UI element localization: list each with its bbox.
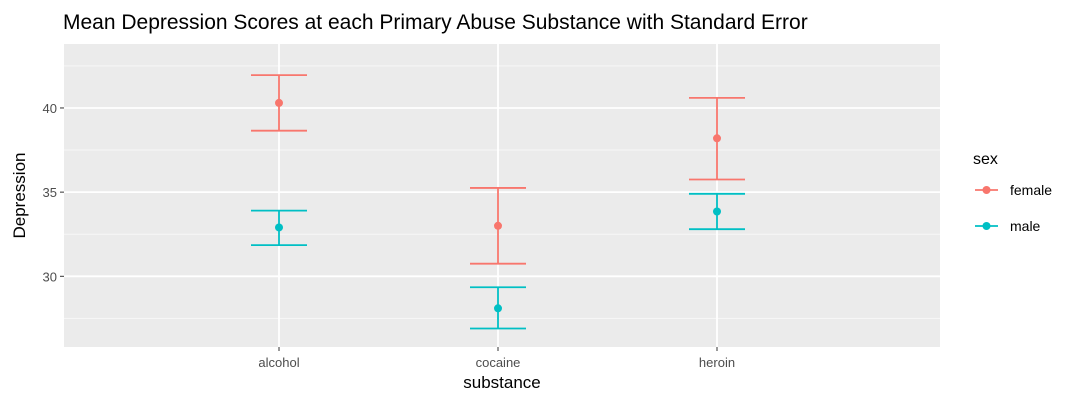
x-axis-title: substance <box>463 373 541 392</box>
legend-key-point <box>982 186 991 194</box>
mean-point-male-cocaine <box>494 304 502 313</box>
legend-label: male <box>1010 218 1041 234</box>
legend-label: female <box>1010 182 1052 198</box>
grid-lines <box>64 44 940 347</box>
legend-items: female male <box>975 182 1052 234</box>
x-axis-ticks: alcohol cocaine heroin <box>258 347 735 370</box>
y-tick-label: 40 <box>43 101 57 116</box>
mean-point-female-heroin <box>713 134 721 143</box>
plot-panel <box>64 44 940 347</box>
y-tick-label: 35 <box>43 185 57 200</box>
legend-title: sex <box>973 151 998 168</box>
mean-point-male-alcohol <box>275 223 283 232</box>
mean-points <box>275 98 721 313</box>
y-axis-ticks: 30 35 40 <box>43 101 64 284</box>
legend: sex female male <box>973 151 1052 234</box>
y-tick-label: 30 <box>43 269 57 284</box>
legend-key-point <box>982 222 991 230</box>
legend-item-female: female <box>975 182 1052 198</box>
mean-point-male-heroin <box>713 207 721 216</box>
x-tick-label: alcohol <box>258 355 299 370</box>
x-tick-label: heroin <box>699 355 735 370</box>
legend-item-male: male <box>975 218 1041 234</box>
x-tick-label: cocaine <box>476 355 521 370</box>
y-axis-title: Depression <box>10 153 29 239</box>
chart-title: Mean Depression Scores at each Primary A… <box>63 11 808 34</box>
mean-point-female-cocaine <box>494 221 502 230</box>
mean-point-female-alcohol <box>275 98 283 107</box>
